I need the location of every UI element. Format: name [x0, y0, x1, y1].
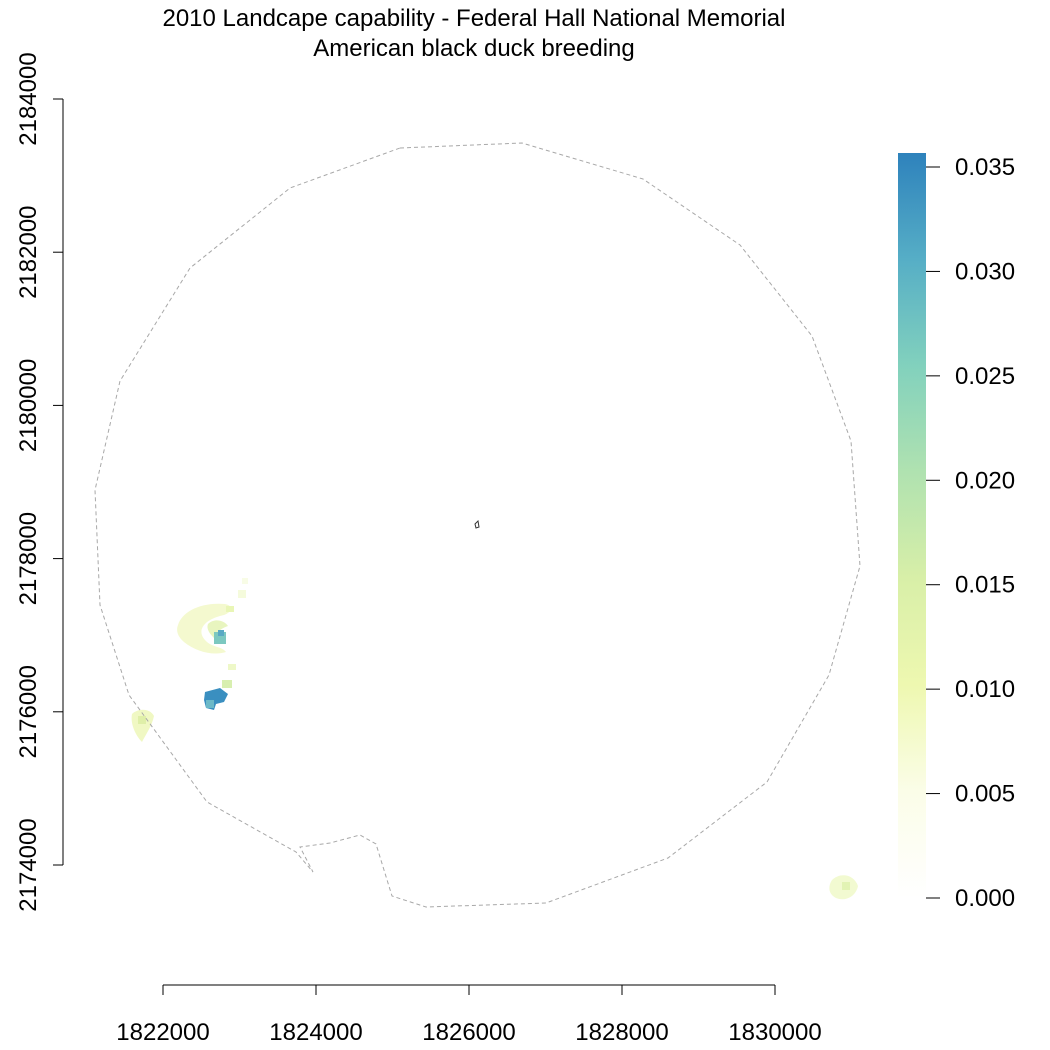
y-tick-label: 2176000 — [15, 665, 42, 758]
buffer-boundary — [94, 142, 861, 908]
park-unit-outline — [474, 519, 480, 529]
color-legend: 0.035 0.030 0.025 0.020 0.015 0.010 0.005 0.000 — [898, 153, 1015, 912]
x-tick-label: 1826000 — [422, 1019, 515, 1046]
raster-patch-cell — [238, 590, 246, 598]
legend-tick-label: 0.010 — [955, 676, 1015, 703]
raster-patch-cell — [218, 630, 224, 636]
y-tick-label: 2174000 — [15, 818, 42, 911]
map-title: 2010 Landcape capability - Federal Hall … — [162, 5, 786, 32]
x-tick-label: 1824000 — [269, 1019, 362, 1046]
x-tick-label: 1828000 — [575, 1019, 668, 1046]
legend-tick-label: 0.015 — [955, 572, 1015, 599]
legend-tick-label: 0.030 — [955, 258, 1015, 285]
x-tick-label: 1830000 — [728, 1019, 821, 1046]
capability-raster — [131, 578, 858, 900]
raster-patch-cell — [842, 882, 850, 890]
raster-patch-cell — [228, 664, 236, 670]
y-tick-label: 2182000 — [15, 205, 42, 298]
color-bar — [898, 153, 926, 898]
raster-patch-left — [131, 709, 154, 742]
legend-tick-label: 0.000 — [955, 885, 1015, 912]
raster-patch-cell — [206, 700, 214, 708]
x-tick-label: 1822000 — [116, 1019, 209, 1046]
raster-patch-cell — [138, 716, 146, 724]
raster-patch-cell — [226, 606, 234, 612]
y-tick-label: 2180000 — [15, 359, 42, 452]
raster-patch-ring — [177, 603, 232, 654]
legend-tick-label: 0.005 — [955, 781, 1015, 808]
y-tick-label: 2184000 — [15, 52, 42, 145]
y-axis: 2174000 2176000 2178000 2180000 2182000 21840… — [15, 52, 64, 912]
raster-patch-cell — [242, 578, 248, 584]
legend-tick-label: 0.025 — [955, 363, 1015, 390]
legend-tick-label: 0.035 — [955, 154, 1015, 181]
raster-patch-ring-inner — [207, 620, 228, 638]
raster-patch-cell — [222, 680, 232, 688]
legend-tick-label: 0.020 — [955, 467, 1015, 494]
x-axis: 1822000 1824000 1826000 1828000 1830000 — [116, 984, 822, 1046]
y-tick-label: 2178000 — [15, 512, 42, 605]
map-subtitle: American black duck breeding — [313, 35, 635, 62]
